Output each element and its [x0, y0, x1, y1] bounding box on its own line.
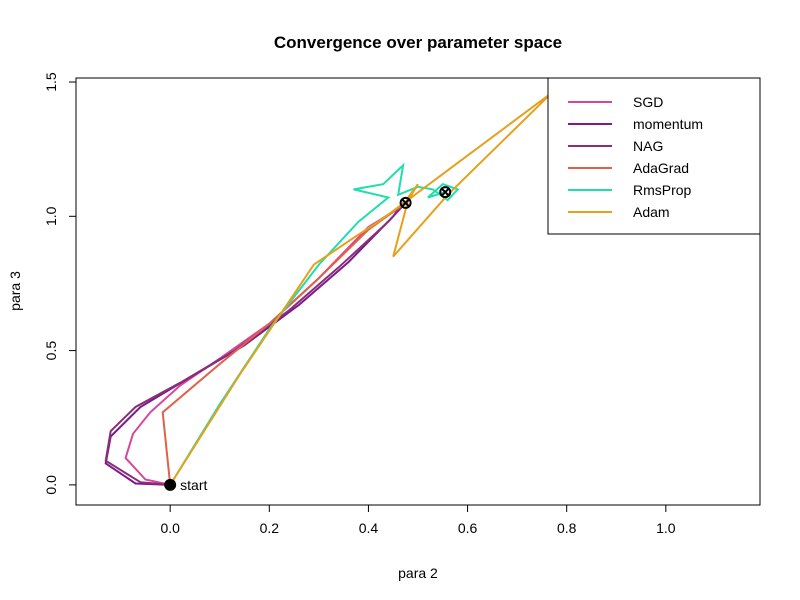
marker-layer: start	[164, 186, 452, 493]
x-tick-label: 0.4	[359, 520, 379, 536]
y-axis: 0.0 0.5 1.0 1.5	[43, 72, 77, 495]
y-axis-label: para 3	[7, 271, 23, 311]
series-line-adagrad	[161, 202, 407, 486]
legend-label-sgd: SGD	[633, 94, 663, 110]
x-axis: 0.0 0.2 0.4 0.6 0.8 1.0	[160, 504, 676, 536]
legend-label-nag: NAG	[633, 138, 663, 154]
series-line-adam	[169, 91, 553, 486]
series-layer	[104, 91, 553, 486]
legend-label-adagrad: AdaGrad	[633, 160, 689, 176]
end-marker	[439, 186, 452, 199]
x-tick-label: 0.8	[557, 520, 577, 536]
y-tick-label: 0.5	[43, 341, 59, 361]
y-tick-label: 0.0	[43, 475, 59, 495]
x-tick-label: 0.0	[160, 520, 180, 536]
x-tick-label: 0.6	[458, 520, 478, 536]
x-tick-label: 1.0	[656, 520, 676, 536]
series-line-nag	[104, 202, 407, 486]
start-label: start	[180, 477, 207, 493]
y-tick-label: 1.0	[43, 206, 59, 226]
legend-box	[547, 77, 761, 235]
series-line-rmsprop	[169, 162, 460, 486]
x-tick-label: 0.2	[260, 520, 280, 536]
legend-label-rmsprop: RmsProp	[633, 182, 692, 198]
legend-label-momentum: momentum	[633, 116, 703, 132]
legend: SGD momentum NAG AdaGrad RmsProp Adam	[547, 77, 761, 235]
chart-title: Convergence over parameter space	[274, 33, 562, 52]
end-marker	[399, 196, 412, 209]
legend-label-adam: Adam	[633, 204, 670, 220]
series-line-momentum	[104, 202, 404, 486]
x-axis-label: para 2	[398, 565, 438, 581]
y-tick-label: 1.5	[43, 72, 59, 92]
start-point	[164, 478, 177, 491]
